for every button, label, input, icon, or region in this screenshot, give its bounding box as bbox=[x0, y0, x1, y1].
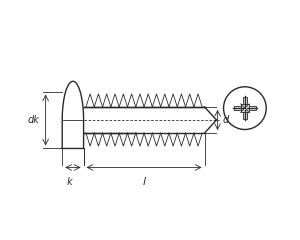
Bar bbox=[249, 106, 256, 110]
Text: d: d bbox=[222, 115, 229, 125]
Bar bbox=[243, 97, 247, 104]
Bar bbox=[234, 106, 241, 110]
Text: l: l bbox=[142, 177, 146, 187]
Bar bbox=[243, 112, 247, 120]
FancyBboxPatch shape bbox=[241, 104, 249, 112]
Text: dk: dk bbox=[28, 115, 40, 125]
Text: k: k bbox=[67, 177, 72, 187]
